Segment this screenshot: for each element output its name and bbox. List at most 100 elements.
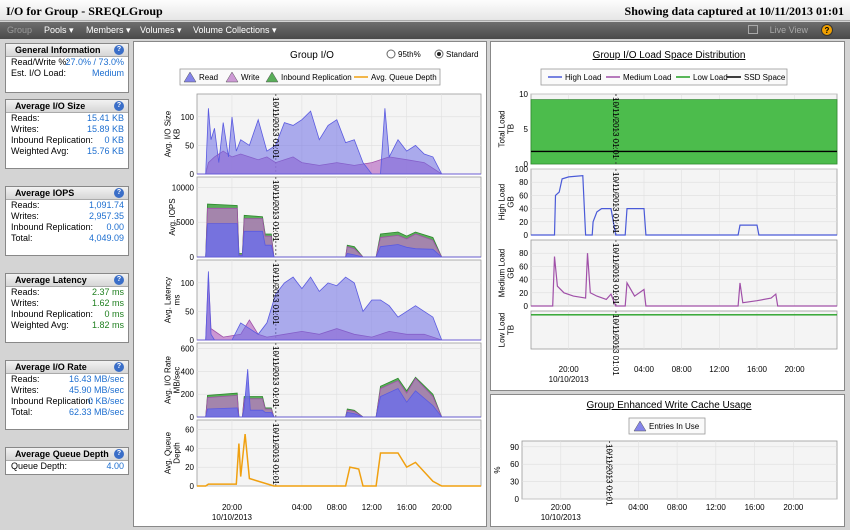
stat-label: Total:	[11, 407, 33, 417]
stat-value: 4,049.09	[88, 233, 124, 243]
stat-row: Total: 62.33 MB/sec	[6, 407, 128, 418]
stat-value: 15.41 KB	[86, 113, 124, 123]
load-space-chart-panel: Group I/O Load Space Distribution High Lo…	[490, 41, 845, 391]
y-tick-label: 0	[190, 336, 195, 345]
stat-label: Total:	[11, 233, 33, 243]
x-tick-label: 08:00	[327, 503, 348, 512]
capture-marker-label: 10/11/2013 01:01	[271, 263, 280, 325]
capture-marker-label: 10/11/2013 01:01	[271, 180, 280, 242]
y-tick-label: 0	[515, 495, 520, 504]
capture-marker-label: 10/11/2013 01:01	[271, 423, 280, 485]
legend-swatch	[265, 71, 279, 83]
y-axis-label: GB	[507, 196, 516, 208]
x-tick-label: 08:00	[667, 503, 688, 512]
y-tick-label: 50	[185, 307, 194, 316]
stat-label: Writes:	[11, 385, 39, 395]
help-icon[interactable]: ?	[114, 45, 124, 55]
y-tick-label: 0	[524, 302, 529, 311]
stat-label: Reads:	[11, 200, 40, 210]
y-axis-label: Avg. I/O Size	[164, 110, 173, 157]
chart-legend	[628, 417, 706, 435]
series-read	[197, 369, 481, 418]
capture-marker-label: 10/11/2013 01:01	[271, 346, 280, 408]
y-tick-label: 100	[181, 279, 195, 288]
panel-title: Average I/O Size	[15, 101, 86, 111]
capture-marker-label: 10/11/2013 01:01	[611, 97, 620, 159]
latency-panel: Average Latency? Reads: 2.37 ms Writes: 1.…	[5, 273, 129, 343]
series-avg-queue-depth	[197, 434, 481, 487]
menu-volume-collections[interactable]: Volume Collections ▾	[193, 25, 277, 35]
plot-area	[530, 239, 838, 307]
stat-row: Inbound Replication: 0 ms	[6, 309, 128, 320]
stat-row: Writes: 2,957.35	[6, 211, 128, 222]
stat-value: 2.37 ms	[91, 287, 124, 297]
panel-header: General Information?	[6, 44, 128, 57]
y-tick-label: 0	[190, 482, 195, 491]
write-cache-chart-panel: Group Enhanced Write Cache Usage Entries …	[490, 394, 845, 527]
y-tick-label: 60	[510, 460, 519, 469]
window-titlebar: I/O for Group - SREQLGroup Showing data …	[0, 0, 850, 21]
x-tick-label: 16:00	[747, 365, 768, 374]
menu-volumes[interactable]: Volumes ▾	[140, 25, 182, 35]
y-axis-label: Depth	[173, 442, 182, 463]
y-tick-label: 400	[181, 367, 195, 376]
menu-group[interactable]: Group	[7, 25, 33, 35]
radio-standard-label: Standard	[446, 50, 478, 59]
stat-label: Reads:	[11, 113, 40, 123]
help-icon[interactable]: ?	[114, 101, 124, 111]
stat-value: 1.62 ms	[91, 298, 124, 308]
y-tick-label: 100	[515, 165, 529, 174]
y-tick-label: 0	[524, 231, 529, 240]
y-axis-label: Avg. Queue	[164, 431, 173, 474]
iops-panel: Average IOPS? Reads: 1,091.74 Writes: 2,95…	[5, 186, 129, 256]
menu-members[interactable]: Members ▾	[86, 25, 131, 35]
y-axis-label: Avg. Latency	[164, 277, 173, 323]
y-axis-label: Avg. I/O Rate	[164, 356, 173, 404]
help-icon[interactable]: ?	[114, 188, 124, 198]
stat-value: 4.00	[106, 461, 124, 471]
stat-value: 15.89 KB	[86, 124, 124, 134]
help-icon[interactable]: ?	[114, 362, 124, 372]
live-view-icon	[748, 25, 758, 34]
legend-item: Avg. Queue Depth	[371, 73, 437, 82]
y-axis-label: TB	[507, 124, 516, 134]
legend-item: Low Load	[693, 73, 728, 82]
stat-row: Read/Write %: 27.0% / 73.0%	[6, 57, 128, 68]
y-tick-label: 60	[519, 191, 528, 200]
stat-label: Writes:	[11, 211, 39, 221]
stat-row: Writes: 45.90 MB/sec	[6, 385, 128, 396]
x-tick-label: 08:00	[672, 365, 693, 374]
help-icon[interactable]: ?	[114, 449, 124, 459]
y-tick-label: 5	[524, 125, 529, 134]
legend-swatch	[633, 420, 647, 432]
stat-value: Medium	[91, 68, 124, 78]
capture-marker-label: 10/11/2013 01:01	[271, 97, 280, 159]
legend-swatch	[183, 71, 197, 83]
y-axis-label: ms	[173, 295, 182, 306]
x-tick-label: 12:00	[706, 503, 727, 512]
x-tick-label: 12:00	[362, 503, 383, 512]
y-axis-label: TB	[507, 325, 516, 335]
panel-title: Average I/O Rate	[15, 362, 87, 372]
chart-title: Group I/O	[290, 50, 334, 61]
stat-label: Reads:	[11, 287, 40, 297]
menu-pools[interactable]: Pools ▾	[44, 25, 74, 35]
y-tick-label: 100	[181, 113, 195, 122]
live-view-button[interactable]: Live View	[769, 25, 808, 35]
x-tick-label: 20:00	[559, 365, 580, 374]
series-medium-load	[531, 253, 837, 307]
help-icon[interactable]: ?	[821, 24, 833, 36]
stat-value: 62.33 MB/sec	[68, 407, 124, 417]
y-tick-label: 20	[185, 463, 194, 472]
help-icon[interactable]: ?	[114, 275, 124, 285]
stat-value: 45.90 MB/sec	[68, 385, 124, 395]
series-read	[197, 223, 481, 258]
io-size-panel: Average I/O Size? Reads: 15.41 KB Writes:…	[5, 99, 129, 169]
plot-area	[196, 176, 482, 258]
legend-item: SSD Space	[744, 73, 786, 82]
y-tick-label: 80	[519, 249, 528, 258]
capture-time: Showing data captured at 10/11/2013 01:0…	[624, 4, 844, 18]
stat-value: 1,091.74	[88, 200, 124, 210]
stat-label: Weighted Avg:	[11, 146, 69, 156]
y-tick-label: 60	[185, 425, 194, 434]
